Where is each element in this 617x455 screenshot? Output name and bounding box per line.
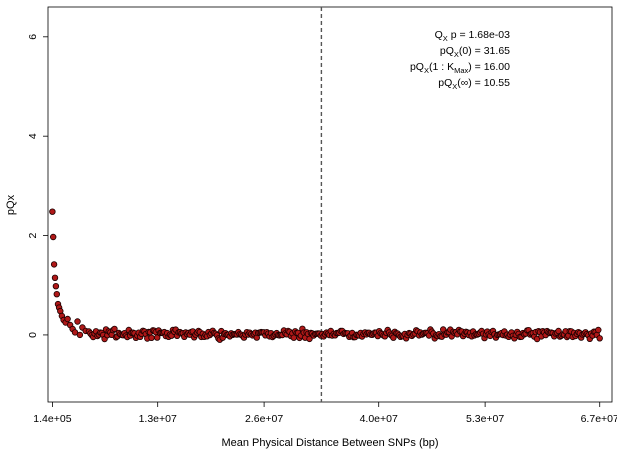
data-point <box>153 334 161 341</box>
y-tick-label: 6 <box>27 34 39 40</box>
annotation-block: QX p = 1.68e-03 pQX(0) = 31.65 pQX(1 : KMa… <box>410 29 510 91</box>
data-point <box>595 326 602 334</box>
data-point <box>76 331 84 339</box>
y-axis-label: pQx <box>5 194 17 215</box>
data-point <box>111 325 118 333</box>
data-point <box>74 318 81 325</box>
x-tick-label: 1.4e+05 <box>33 413 71 425</box>
data-point <box>51 274 59 281</box>
y-tick-label: 4 <box>27 133 39 139</box>
x-tick-label: 2.6e+07 <box>245 413 283 425</box>
y-tick-label: 2 <box>27 232 39 238</box>
data-point <box>52 283 60 290</box>
data-points <box>49 208 603 343</box>
x-tick-label: 4.0e+07 <box>360 413 398 425</box>
annotation-pqx0: pQX(0) = 31.65 <box>440 45 510 59</box>
y-tick-label: 0 <box>27 332 39 338</box>
x-tick-label: 6.7e+07 <box>581 413 617 425</box>
data-point <box>50 261 58 268</box>
data-point <box>596 335 603 342</box>
annotation-pqx1k: pQX(1 : KMax) = 16.00 <box>410 61 510 75</box>
annotation-qx_p: QX p = 1.68e-03 <box>435 29 511 43</box>
plot-frame <box>47 6 613 403</box>
annotation-pqxinf: pQX(∞) = 10.55 <box>438 77 510 91</box>
x-axis-label: Mean Physical Distance Between SNPs (bp) <box>221 437 438 449</box>
x-tick-label: 5.3e+07 <box>466 413 504 425</box>
data-point <box>50 233 57 241</box>
x-tick-label: 1.3e+07 <box>139 413 177 425</box>
data-point <box>64 315 71 323</box>
data-point <box>53 291 60 298</box>
data-point <box>390 334 397 341</box>
x-axis: 1.4e+05 1.3e+07 2.6e+07 4.0e+07 5.3e+07 6.7e+… <box>33 402 617 425</box>
data-point <box>306 335 313 343</box>
data-point <box>71 329 79 336</box>
data-point <box>49 208 56 215</box>
data-point <box>148 334 155 341</box>
y-axis: 0 2 4 6 <box>27 34 48 338</box>
